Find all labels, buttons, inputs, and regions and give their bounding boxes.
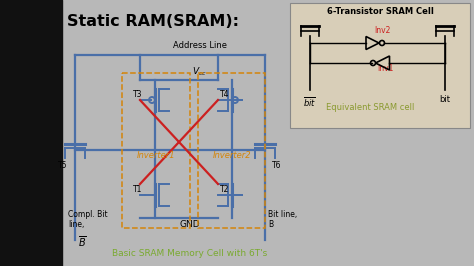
Text: Basic SRAM Memory Cell with 6T's: Basic SRAM Memory Cell with 6T's	[112, 249, 268, 258]
Text: T6: T6	[272, 161, 282, 170]
Polygon shape	[290, 3, 470, 128]
Text: $V_{cc}$: $V_{cc}$	[192, 65, 208, 78]
Text: bit: bit	[439, 95, 450, 104]
Text: Inv1: Inv1	[377, 64, 394, 73]
Text: Equivalent SRAM cell: Equivalent SRAM cell	[326, 103, 414, 112]
Text: GND: GND	[180, 220, 201, 229]
Text: Static RAM(SRAM):: Static RAM(SRAM):	[67, 14, 239, 29]
Text: $\overline{bit}$: $\overline{bit}$	[303, 95, 317, 109]
Text: Inverter2: Inverter2	[213, 151, 251, 160]
Text: T4: T4	[220, 90, 229, 99]
Text: T5: T5	[58, 161, 68, 170]
Text: Inv2: Inv2	[374, 26, 391, 35]
Text: T2: T2	[220, 185, 229, 194]
Text: T3: T3	[133, 90, 142, 99]
Text: 6-Transistor SRAM Cell: 6-Transistor SRAM Cell	[327, 7, 433, 16]
Text: $\overline{B}$: $\overline{B}$	[78, 234, 87, 249]
Text: T1: T1	[133, 185, 142, 194]
Text: Inverter1: Inverter1	[137, 151, 175, 160]
Text: Address Line: Address Line	[173, 41, 227, 50]
Text: Compl. Bit
line,: Compl. Bit line,	[68, 210, 108, 229]
Text: Bit line,
B: Bit line, B	[268, 210, 297, 229]
